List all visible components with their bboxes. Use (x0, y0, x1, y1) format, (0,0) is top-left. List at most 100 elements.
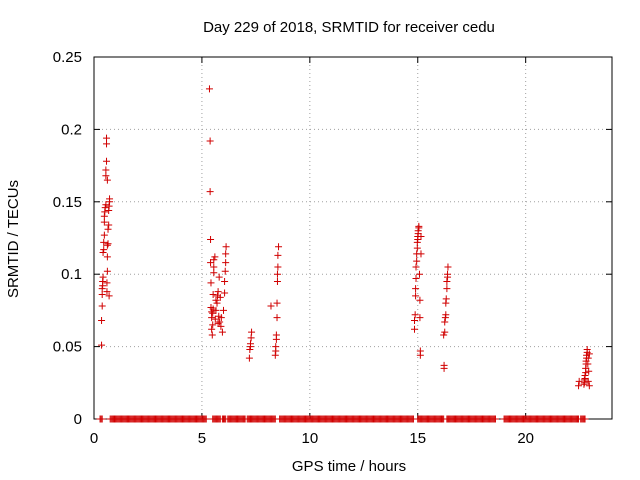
data-point (104, 225, 112, 233)
data-point (211, 315, 219, 323)
data-point (440, 331, 448, 339)
data-point (416, 351, 424, 359)
axis-ticks: 0 5 10 15 20 0 0.05 0.1 0.15 0.2 0.25 (53, 49, 612, 447)
data-point (209, 321, 217, 329)
data-point-zero (98, 415, 106, 423)
data-point (417, 233, 425, 241)
data-point (444, 270, 452, 278)
data-point (581, 372, 589, 380)
data-point (222, 259, 230, 267)
data-point (215, 273, 223, 281)
data-point (100, 231, 108, 239)
data-point (103, 288, 111, 296)
chart-title: Day 229 of 2018, SRMTID for receiver ced… (203, 19, 495, 36)
data-point (441, 318, 449, 326)
data-point (106, 195, 114, 203)
data-point (103, 134, 111, 142)
data-point (274, 263, 282, 271)
data-point (209, 290, 217, 298)
data-point (103, 176, 111, 184)
data-point (218, 328, 226, 336)
x-tick-label: 0 (90, 430, 98, 447)
data-point (207, 235, 215, 243)
data-point (101, 204, 109, 212)
data-point (411, 317, 419, 325)
data-point (273, 299, 281, 307)
data-point (221, 289, 229, 297)
data-point (98, 341, 106, 349)
data-point (100, 246, 108, 254)
data-point (584, 377, 592, 385)
data-point (216, 318, 224, 326)
data-point (105, 221, 113, 229)
grid-lines (94, 57, 612, 419)
data-point (220, 306, 227, 314)
data-point (222, 243, 230, 251)
data-point (214, 319, 222, 327)
data-point (105, 292, 113, 300)
data-point-zero (491, 415, 499, 423)
data-point (580, 376, 588, 384)
data-point (217, 314, 225, 322)
data-point (416, 314, 424, 322)
data-point (102, 201, 110, 209)
data-point (206, 137, 214, 145)
data-point (272, 331, 280, 339)
plot-frame (93, 56, 613, 420)
data-point (272, 343, 280, 351)
y-tick-label: 0.05 (53, 339, 82, 356)
data-point (441, 328, 449, 336)
x-tick-label: 10 (301, 430, 318, 447)
data-point (210, 263, 218, 271)
data-point (412, 275, 420, 283)
data-point (221, 277, 229, 285)
data-point (245, 354, 253, 362)
x-tick-label: 15 (409, 430, 426, 447)
data-point (585, 382, 593, 390)
data-point (207, 279, 215, 287)
data-point (207, 259, 215, 267)
data-point (273, 270, 281, 278)
data-point (208, 325, 216, 333)
data-point (98, 317, 106, 325)
data-point (413, 257, 421, 265)
y-tick-label: 0.15 (53, 194, 82, 211)
data-point (575, 382, 583, 390)
data-point (99, 273, 107, 281)
data-point (440, 361, 448, 369)
data-point (103, 241, 111, 249)
x-tick-label: 5 (198, 430, 206, 447)
data-points (96, 85, 593, 423)
data-point (412, 285, 420, 293)
data-point (246, 345, 254, 353)
y-tick-label: 0.1 (61, 266, 82, 283)
x-axis-label: GPS time / hours (292, 458, 406, 475)
data-point (583, 345, 591, 353)
data-point (103, 253, 111, 261)
data-point (414, 227, 422, 235)
data-point (267, 302, 275, 310)
data-point (273, 314, 281, 322)
data-point (417, 250, 425, 258)
data-point (100, 238, 108, 246)
data-point (575, 377, 583, 385)
data-point (275, 243, 283, 251)
y-tick-label: 0 (74, 411, 82, 428)
data-point (221, 267, 229, 275)
y-tick-label: 0.25 (53, 49, 82, 66)
data-point (416, 296, 424, 304)
data-point (274, 251, 282, 259)
data-point (214, 288, 222, 296)
data-point (103, 279, 111, 287)
data-point (103, 157, 111, 165)
data-point (585, 367, 593, 375)
data-point (444, 263, 452, 271)
data-point (246, 340, 254, 348)
data-point (412, 263, 420, 271)
data-point (98, 302, 106, 310)
data-point (210, 256, 218, 264)
data-point (411, 325, 419, 333)
data-point-zero (581, 415, 589, 423)
data-point (99, 248, 107, 256)
